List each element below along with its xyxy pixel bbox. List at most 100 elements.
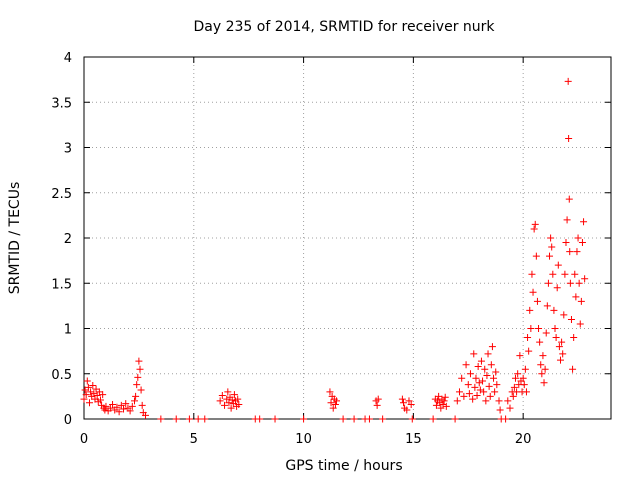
data-point — [407, 401, 415, 409]
data-point — [509, 392, 517, 400]
data-point — [131, 397, 139, 405]
y-tick-label: 3.5 — [51, 96, 72, 111]
data-point — [172, 415, 180, 423]
data-point — [405, 397, 413, 405]
data-point — [102, 402, 110, 410]
data-point — [408, 415, 416, 423]
grid — [84, 57, 611, 419]
data-point — [138, 401, 146, 409]
data-point — [569, 365, 577, 373]
data-point — [558, 338, 566, 346]
data-point — [101, 406, 109, 414]
data-point — [455, 388, 463, 396]
x-tick-label: 0 — [80, 432, 88, 447]
data-point — [234, 395, 242, 403]
data-point — [537, 361, 545, 369]
data-point — [216, 397, 224, 405]
data-point — [525, 347, 533, 355]
data-point — [535, 325, 543, 332]
data-point — [373, 401, 381, 409]
data-point — [566, 248, 574, 256]
data-point — [524, 334, 532, 342]
data-point — [550, 306, 558, 314]
data-point — [477, 357, 485, 365]
data-point — [492, 368, 500, 376]
data-point — [221, 401, 229, 409]
y-axis-title: SRMTID / TECUs — [7, 182, 23, 295]
data-point — [350, 415, 358, 423]
data-point — [256, 415, 264, 423]
data-point — [553, 284, 561, 292]
data-point — [519, 374, 527, 382]
data-point — [403, 406, 411, 414]
data-point — [539, 352, 547, 360]
data-point — [462, 361, 470, 369]
data-point — [544, 279, 552, 287]
data-point — [563, 216, 571, 224]
x-tick-labels: 0 5 10 15 20 — [80, 432, 532, 447]
data-point — [471, 383, 479, 391]
data-point — [533, 297, 541, 305]
data-point — [470, 350, 478, 358]
data-point — [82, 391, 90, 399]
data-point — [479, 377, 487, 385]
data-point — [329, 404, 337, 412]
data-point — [560, 311, 568, 319]
data-point — [482, 397, 490, 405]
data-point — [522, 388, 530, 396]
data-point — [379, 415, 387, 423]
data-point — [562, 239, 570, 247]
data-point — [554, 261, 562, 269]
data-point — [398, 395, 406, 403]
data-point — [227, 404, 235, 412]
data-point — [548, 243, 556, 251]
data-point — [516, 352, 524, 360]
data-point — [134, 373, 142, 381]
data-point — [510, 383, 518, 391]
data-point — [504, 397, 512, 405]
y-tick-label: 2.5 — [51, 187, 72, 202]
data-point — [547, 234, 555, 242]
data-point — [573, 248, 581, 256]
data-point — [441, 393, 449, 401]
data-point — [93, 391, 101, 399]
data-point — [327, 399, 335, 407]
data-point — [440, 397, 448, 405]
data-point — [475, 379, 483, 387]
data-point — [502, 415, 510, 423]
data-point — [529, 288, 537, 296]
data-point — [201, 415, 209, 423]
data-point — [271, 415, 279, 423]
data-point — [581, 275, 589, 283]
data-point — [464, 381, 472, 389]
data-point — [576, 320, 584, 328]
x-tick-label: 15 — [405, 432, 422, 447]
data-point — [224, 388, 232, 396]
data-point — [490, 374, 498, 382]
data-point — [135, 357, 143, 365]
data-point — [218, 391, 226, 399]
data-point — [486, 392, 494, 400]
data-point — [540, 379, 548, 387]
data-point — [465, 390, 473, 398]
x-tick-label: 5 — [190, 432, 198, 447]
data-point — [541, 365, 549, 373]
data-point — [546, 252, 554, 260]
data-point — [487, 361, 495, 369]
data-point — [577, 297, 585, 305]
data-point — [496, 406, 504, 414]
data-point — [575, 279, 583, 287]
chart-title: Day 235 of 2014, SRMTID for receiver nur… — [193, 19, 495, 35]
data-point — [137, 386, 145, 394]
data-point — [571, 270, 579, 278]
data-point — [474, 363, 482, 371]
data-point — [453, 397, 461, 405]
ticks — [83, 56, 611, 420]
data-point — [528, 270, 536, 278]
data-point — [429, 415, 437, 423]
data-point — [578, 239, 586, 247]
x-axis-title: GPS time / hours — [285, 458, 402, 474]
data-point — [223, 395, 231, 403]
data-point — [485, 382, 493, 390]
data-point — [235, 401, 243, 409]
